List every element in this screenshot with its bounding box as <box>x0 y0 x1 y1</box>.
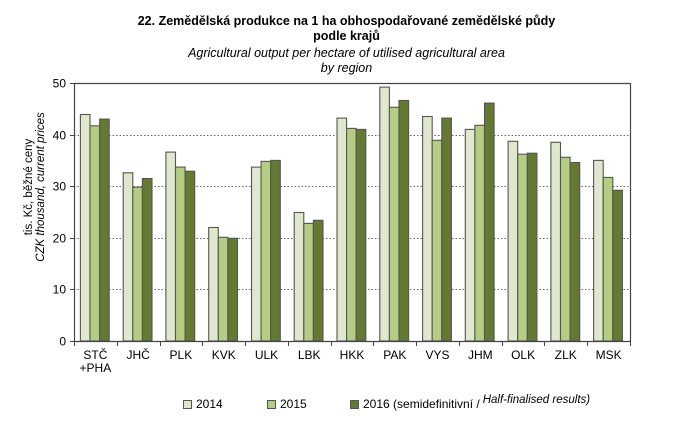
bar-2016-MSK <box>612 189 623 342</box>
legend-label-2015: 2015 <box>280 397 307 411</box>
bar-2016-VYS <box>441 117 452 342</box>
y-tick-label: 0 <box>59 335 66 349</box>
bar-2016-STČ <box>99 118 110 342</box>
x-tick-label-OLK: OLK <box>511 348 535 362</box>
legend-swatch-2016 <box>350 399 359 409</box>
bar-2016-PAK <box>398 99 410 342</box>
y-axis-title: tis. Kč, běžné ceny CZK thousand, curren… <box>23 112 47 262</box>
legend-label-2014: 2014 <box>196 397 223 411</box>
y-tick-label: 20 <box>53 232 67 246</box>
y-tick-labels: 0 10 20 30 40 50 <box>53 77 67 349</box>
bar-2016-LBK <box>312 219 324 342</box>
chart-subtitle-line-1: Agricultural output per hectare of utili… <box>188 46 505 60</box>
legend-swatch-2015 <box>267 399 276 409</box>
bar-2015-STČ <box>89 125 101 342</box>
y-tick-label: 30 <box>53 180 67 194</box>
x-tick-label-PLK: PLK <box>170 348 193 362</box>
bar-2015-ULK <box>260 160 272 342</box>
x-tick-label-VYS: VYS <box>425 348 449 362</box>
bar-2015-VYS <box>431 139 443 342</box>
legend-item-2015: 2015 <box>267 397 307 411</box>
x-tick-label-KVK: KVK <box>212 348 236 362</box>
bar-2016-KVK <box>227 237 239 342</box>
bar-2014-JHM <box>464 128 476 342</box>
bar-2016-JHM <box>483 102 495 342</box>
bar-2015-LBK <box>303 222 314 342</box>
x-tick-label-PAK: PAK <box>383 348 406 362</box>
bar-2014-MSK <box>593 159 604 342</box>
legend-item-2016: 2016 (semidefinitivní / Half-finalised r… <box>350 394 591 411</box>
bar-2015-JHM <box>474 124 486 342</box>
bars <box>79 86 623 342</box>
legend-swatch-2014 <box>183 399 192 409</box>
bar-2015-PLK <box>174 166 186 342</box>
y-axis-title-line-1: tis. Kč, běžné ceny <box>23 138 35 235</box>
x-tick-label-MSK: MSK <box>596 348 622 362</box>
bar-2015-KVK <box>217 236 229 342</box>
x-tick-label-ZLK: ZLK <box>555 348 577 362</box>
axes <box>70 82 632 346</box>
bar-2014-VYS <box>422 115 433 342</box>
x-tick-label-LBK: LBK <box>298 348 321 362</box>
bar-2014-PLK <box>165 151 177 342</box>
chart-title-line-1: 22. Zemědělská produkce na 1 ha obhospod… <box>137 14 556 28</box>
x-tick-label-JHM: JHM <box>468 348 493 362</box>
y-axis-title-line-2: CZK thousand, current prices <box>35 112 47 262</box>
bar-2014-STČ <box>79 113 91 342</box>
chart-title-line-2: podle krajů <box>313 29 380 43</box>
bar-2014-JHČ <box>122 172 134 342</box>
bar-2015-PAK <box>388 106 400 342</box>
x-tick-label-ULK: ULK <box>255 348 278 362</box>
bar-2016-PLK <box>184 170 196 342</box>
bar-2014-ULK <box>250 166 262 342</box>
legend-label-2016: 2016 (semidefinitivní / <box>363 397 480 411</box>
bar-2016-HKK <box>355 128 367 342</box>
bar-2014-KVK <box>208 226 219 342</box>
x-tick-label-STČ: STČ <box>83 347 107 362</box>
bar-2016-ULK <box>270 159 281 342</box>
y-tick-label: 50 <box>53 77 67 91</box>
y-tick-label: 40 <box>53 129 67 143</box>
bar-2014-OLK <box>507 140 519 342</box>
x-tick-label-JHČ: JHČ <box>127 347 151 362</box>
bar-2015-OLK <box>517 153 528 342</box>
chart-subtitle-line-2: by region <box>320 61 373 75</box>
bar-2015-MSK <box>602 176 614 342</box>
bar-2014-LBK <box>293 211 305 342</box>
bar-2015-JHČ <box>132 186 143 342</box>
bar-2014-ZLK <box>550 141 562 342</box>
bar-2015-HKK <box>346 127 357 342</box>
x-tick-label-STČ: +PHA <box>80 361 112 375</box>
bar-2016-JHČ <box>141 177 153 342</box>
bar-2015-ZLK <box>559 156 571 342</box>
x-tick-labels: STČ+PHA JHČ PLK KVK ULK LBK HKK PAK VYS JHM OLK ZLK… <box>80 347 622 375</box>
y-tick-label: 10 <box>53 283 67 297</box>
bar-2016-OLK <box>526 152 538 342</box>
bar-2014-HKK <box>336 117 348 342</box>
bar-2016-ZLK <box>569 161 581 342</box>
x-tick-label-HKK: HKK <box>340 348 365 362</box>
legend-item-2014: 2014 <box>183 397 223 411</box>
bar-2014-PAK <box>379 86 390 342</box>
legend-label-2016-italic: Half-finalised results) <box>482 394 591 406</box>
